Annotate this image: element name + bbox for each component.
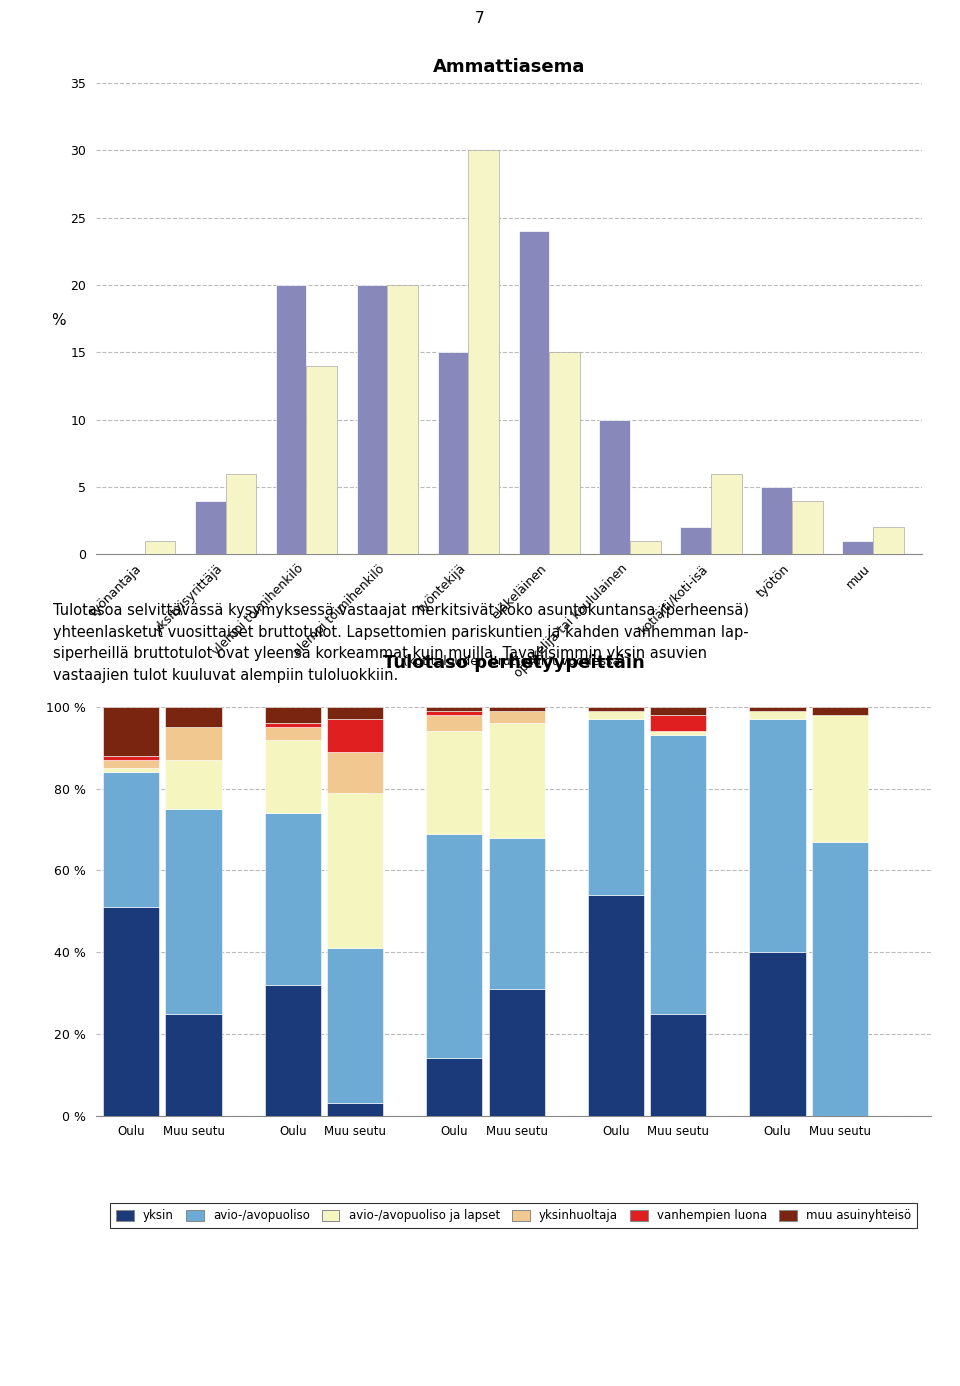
Bar [812,707,868,715]
Bar [103,707,159,755]
Bar [426,711,482,715]
Bar [588,895,644,1116]
Bar [426,833,482,1059]
Bar [792,500,823,554]
Bar [630,541,661,554]
Bar [650,736,707,1013]
Bar [599,420,630,554]
Bar [489,711,545,723]
Bar [265,985,321,1116]
Bar [103,772,159,908]
Bar [103,908,159,1116]
Bar [761,486,792,554]
Bar [650,1013,707,1116]
Bar [750,719,805,952]
Bar [588,719,644,895]
Bar [306,366,337,554]
Bar [711,474,742,554]
Bar [103,760,159,768]
Legend: Oulu, Muu seutu: Oulu, Muu seutu [299,854,520,886]
Bar [426,1059,482,1116]
Bar [489,707,545,711]
Bar [103,768,159,772]
Bar [327,707,383,719]
Bar [518,231,549,554]
Text: 7: 7 [475,11,485,26]
Bar [438,352,468,554]
Bar [750,711,805,719]
Y-axis label: %: % [52,313,66,328]
Bar [276,286,306,554]
Bar [327,751,383,793]
Bar [165,728,222,760]
Bar [588,711,644,719]
Bar [327,948,383,1103]
Bar [265,814,321,985]
Bar [681,528,711,554]
Bar [426,732,482,833]
Bar [356,286,388,554]
Text: Tulotasoa selvittävässä kysymyksessä vastaajat merkitsivät koko asuntokuntansa (: Tulotasoa selvittävässä kysymyksessä vas… [53,603,749,683]
Title: Ammattiasema: Ammattiasema [433,58,585,76]
Bar [145,541,176,554]
Bar [750,707,805,711]
Bar [388,286,419,554]
Bar [426,715,482,732]
Bar [489,723,545,837]
Bar [650,715,707,732]
Title: Tulotaso perhetyypeittäin: Tulotaso perhetyypeittäin [383,654,644,672]
Bar [327,719,383,751]
Bar [165,809,222,1013]
Bar [549,352,580,554]
Bar [165,1013,222,1116]
Bar [426,707,482,711]
Bar [226,474,256,554]
Bar [265,723,321,728]
Bar [812,841,868,1116]
Bar [812,715,868,841]
Bar [265,740,321,814]
Bar [489,990,545,1116]
Bar [265,728,321,740]
Bar [873,528,903,554]
Bar [165,707,222,728]
Bar [588,707,644,711]
Bar [489,837,545,990]
Bar [165,760,222,809]
Bar [327,1103,383,1116]
Bar [327,793,383,948]
Bar [468,151,499,554]
Text: (kotitalouden bruttotulot vuodessa): (kotitalouden bruttotulot vuodessa) [402,656,625,668]
Bar [842,541,873,554]
Bar [103,755,159,760]
Bar [650,707,707,715]
Bar [195,500,226,554]
Bar [750,952,805,1116]
Bar [650,732,707,736]
Bar [265,707,321,723]
Legend: yksin, avio-/avopuoliso, avio-/avopuoliso ja lapset, yksinhuoltaja, vanhempien l: yksin, avio-/avopuoliso, avio-/avopuolis… [110,1203,917,1228]
